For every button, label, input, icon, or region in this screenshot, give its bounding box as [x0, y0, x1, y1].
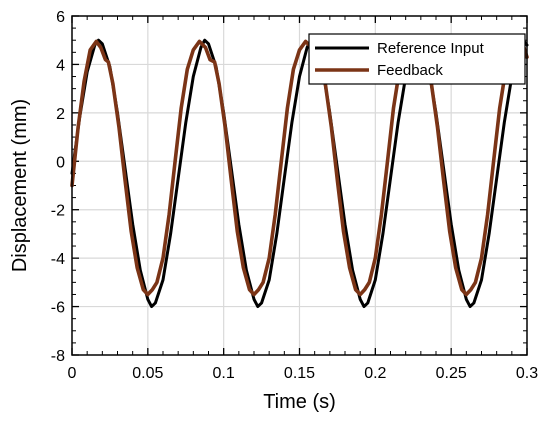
legend-label: Feedback: [377, 62, 443, 79]
legend-label: Reference Input: [377, 40, 485, 57]
x-tick-label: 0.05: [132, 365, 163, 382]
y-tick-label: 4: [56, 57, 65, 74]
x-axis-label: Time (s): [263, 391, 336, 413]
plot-frame: [71, 15, 528, 356]
y-tick-label: -4: [51, 251, 65, 268]
y-tick-label: 0: [56, 154, 65, 171]
series-line-feedback: [70, 39, 529, 297]
y-tick-label: 2: [56, 106, 65, 123]
y-tick-label: -8: [51, 348, 65, 365]
x-tick-label: 0: [68, 365, 77, 382]
series-lines: [70, 38, 529, 309]
x-tick-label: 0.3: [516, 365, 538, 382]
x-tick-label: 0.2: [364, 365, 386, 382]
y-axis-label: Displacement (mm): [9, 99, 31, 272]
x-tick-label: 0.1: [213, 365, 235, 382]
x-tick-label: 0.15: [284, 365, 315, 382]
legend-box: [308, 33, 526, 85]
series-line-reference-input: [70, 38, 529, 309]
tick-labels: 0 0.05 0.1 0.15 0.2 0.25 0.3 -8 -6 -4 -2 0 2 4 6: [51, 9, 538, 382]
y-tick-label: 6: [56, 9, 65, 26]
y-tick-label: -6: [51, 300, 65, 317]
x-tick-label: 0.25: [436, 365, 467, 382]
legend: Reference Input Feedback: [308, 33, 526, 85]
y-tick-label: -2: [51, 203, 65, 220]
